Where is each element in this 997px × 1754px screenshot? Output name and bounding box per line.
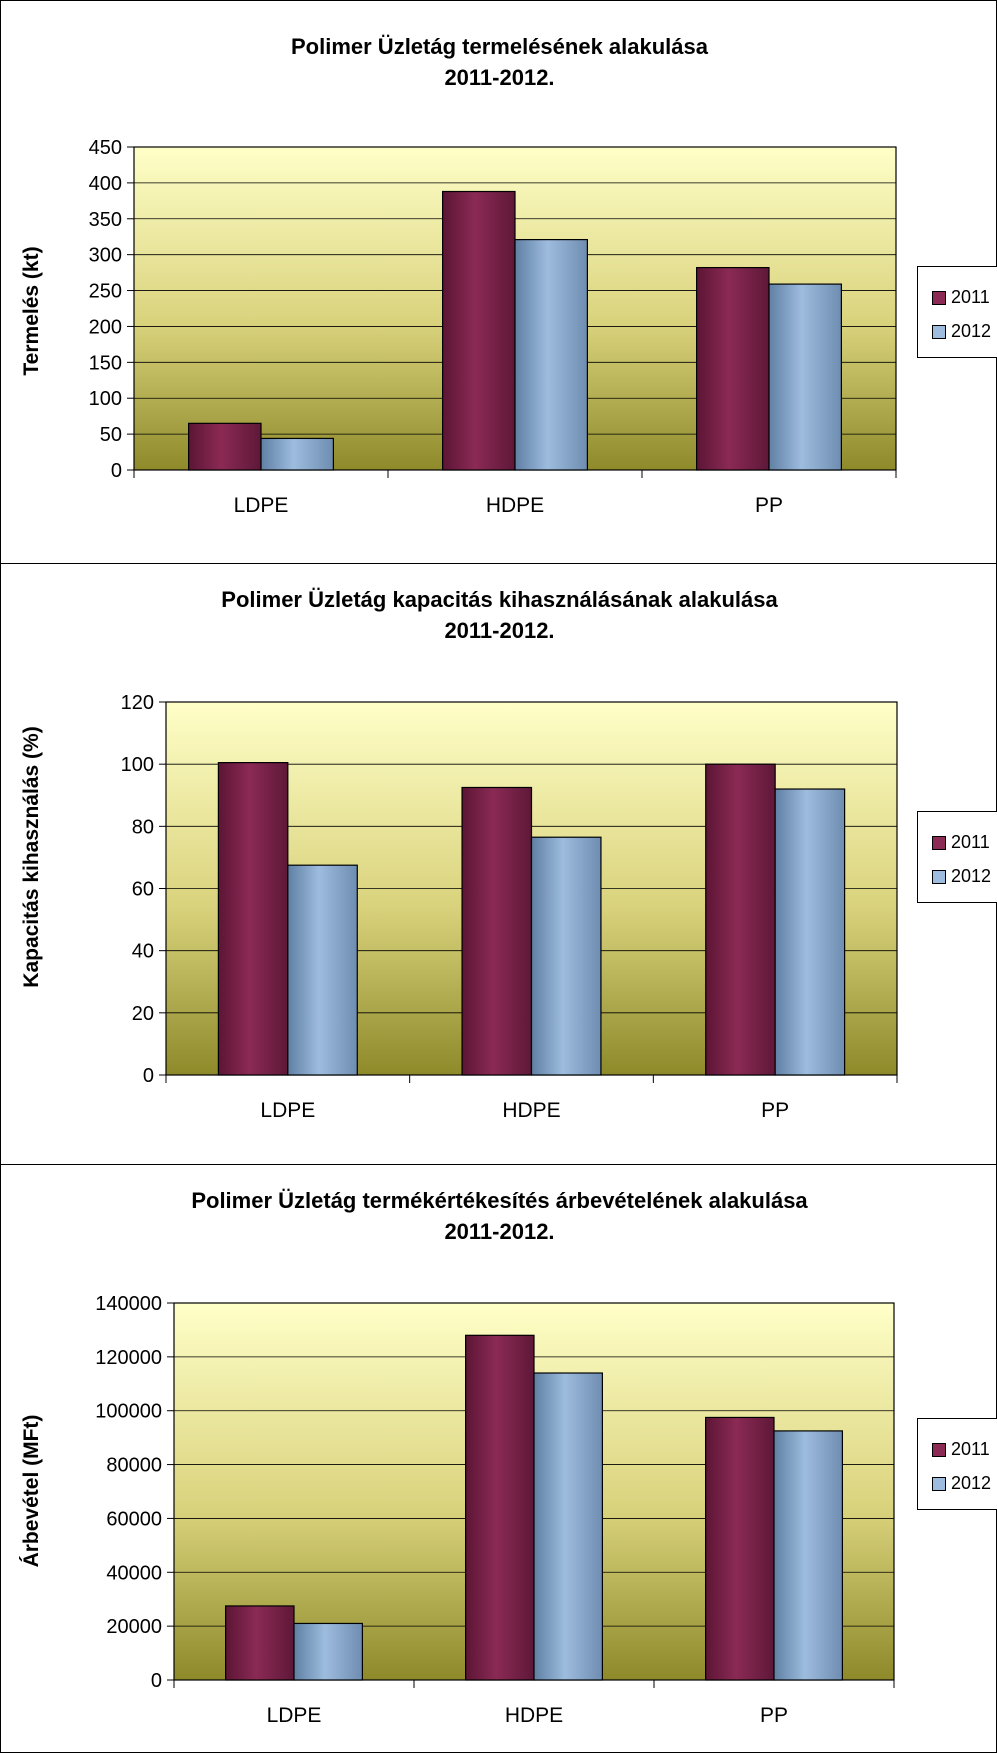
bar-2011-pp [704, 1416, 775, 1681]
bar-2011-ldpe [188, 422, 262, 471]
chart-subtitle: 2011-2012. [444, 1219, 555, 1244]
bar-2012-ldpe [287, 864, 358, 1076]
legend-swatch-2012 [932, 324, 946, 339]
chart-subtitle: 2011-2012. [444, 65, 555, 90]
bar-2012-ldpe [260, 437, 334, 471]
chart-svg: 0 20000 40000 60000 80000 100000 120000 140000 L… [95, 1293, 895, 1727]
legend-label: 2011 [951, 287, 990, 307]
y-tick-label: 250 [89, 281, 122, 303]
x-tick-label: HDPE [502, 1099, 560, 1122]
bar-2012-hdpe [530, 836, 602, 1076]
legend-item-2011: 2011 [932, 832, 990, 853]
y-tick-label: 140000 [95, 1293, 162, 1315]
y-tick-label: 350 [89, 209, 122, 231]
bar-2012-hdpe [533, 1372, 604, 1681]
y-tick-label: 20 [132, 1003, 154, 1025]
chart-panel-revenue: Polimer Üzletág termékértékesítés árbevé… [0, 1164, 997, 1753]
y-tick-label: 0 [151, 1670, 162, 1692]
y-tick-label: 40 [132, 941, 154, 963]
bar-2011-ldpe [225, 1605, 295, 1681]
legend-swatch-2011 [932, 1442, 946, 1457]
bar-2011-hdpe [442, 190, 516, 471]
legend-item-2011: 2011 [932, 1439, 990, 1460]
legend-swatch-2011 [932, 290, 946, 305]
chart-panel-capacity: Polimer Üzletág kapacitás kihasználásána… [0, 563, 997, 1165]
x-tick-label: HDPE [486, 494, 544, 517]
bar-2012-ldpe [293, 1622, 364, 1681]
y-tick-label: 300 [89, 245, 122, 267]
y-tick-label: 60000 [106, 1508, 162, 1530]
chart-title: Polimer Üzletág kapacitás kihasználásána… [221, 587, 778, 612]
bar-2012-pp [773, 1430, 844, 1681]
y-tick-label: 100000 [95, 1401, 162, 1423]
y-tick-label: 120 [121, 692, 154, 714]
y-tick-label: 400 [89, 173, 122, 195]
y-tick-label: 200 [89, 316, 122, 338]
y-tick-label: 50 [100, 424, 122, 446]
y-tick-label: 150 [89, 352, 122, 374]
x-tick-label: LDPE [260, 1099, 315, 1122]
x-tick-label: PP [760, 1704, 788, 1727]
legend: 2011 2012 [917, 266, 997, 358]
bar-2012-pp [768, 283, 842, 471]
legend-label: 2012 [951, 866, 992, 886]
chart-title: Polimer Üzletág termelésének alakulása [291, 34, 708, 59]
y-tick-label: 20000 [106, 1616, 162, 1638]
x-tick-label: LDPE [234, 494, 289, 517]
y-tick-label: 60 [132, 879, 154, 901]
x-tick-label: LDPE [267, 1704, 322, 1727]
bar-2011-ldpe [217, 762, 289, 1076]
legend-label: 2011 [951, 1439, 990, 1459]
bar-2012-pp [774, 788, 846, 1076]
chart-title: Polimer Üzletág termékértékesítés árbevé… [191, 1188, 808, 1213]
x-tick-label: PP [761, 1099, 789, 1122]
y-tick-label: 0 [143, 1065, 154, 1087]
legend: 2011 2012 [917, 811, 997, 903]
bar-2012-hdpe [514, 238, 588, 471]
legend-item-2012: 2012 [932, 1473, 991, 1494]
y-tick-label: 80000 [106, 1455, 162, 1477]
y-tick-label: 450 [89, 137, 122, 159]
legend-item-2012: 2012 [932, 866, 991, 887]
legend-label: 2011 [951, 832, 990, 852]
legend-label: 2012 [951, 321, 992, 341]
legend-label: 2012 [951, 1473, 992, 1493]
y-tick-label: 0 [111, 460, 122, 482]
legend-item-2012: 2012 [932, 321, 991, 342]
y-tick-label: 100 [89, 388, 122, 410]
chart-svg: 0 20 40 60 80 100 120 LDPE HDPE PP [121, 692, 898, 1122]
bar-2011-pp [696, 266, 770, 471]
chart-subtitle: 2011-2012. [444, 618, 555, 643]
legend-swatch-2011 [932, 835, 946, 850]
x-tick-label: HDPE [505, 1704, 563, 1727]
bar-2011-hdpe [461, 786, 533, 1076]
chart-svg: 0 50 100 150 200 250 300 350 400 450 LDPE HDPE PP [89, 137, 897, 517]
y-tick-label: 100 [121, 754, 154, 776]
bar-2011-hdpe [465, 1334, 535, 1681]
x-tick-label: PP [755, 494, 783, 517]
chart-panel-production: Polimer Üzletág termelésének alakulása 2… [0, 0, 997, 564]
legend-swatch-2012 [932, 869, 946, 884]
y-tick-label: 40000 [106, 1562, 162, 1584]
legend-swatch-2012 [932, 1476, 946, 1491]
legend: 2011 2012 [917, 1418, 997, 1510]
y-tick-label: 120000 [95, 1347, 162, 1369]
bar-2011-pp [705, 763, 776, 1076]
legend-item-2011: 2011 [932, 287, 990, 308]
y-tick-label: 80 [132, 816, 154, 838]
